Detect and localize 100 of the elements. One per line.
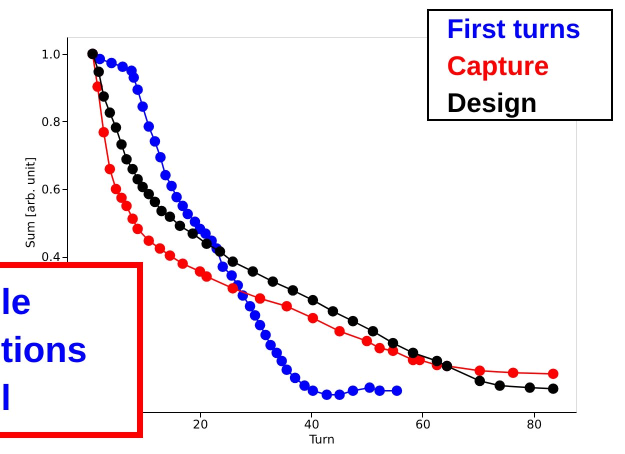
point — [548, 368, 558, 380]
point — [174, 220, 186, 232]
point — [348, 316, 358, 326]
point — [374, 342, 385, 354]
point — [368, 326, 378, 336]
point — [98, 91, 109, 102]
y-tick-label: 1.0 — [41, 47, 60, 62]
point — [150, 196, 160, 208]
point — [127, 214, 138, 224]
point — [93, 66, 104, 78]
point — [250, 310, 260, 321]
point — [106, 58, 117, 68]
point — [214, 246, 226, 257]
point — [110, 122, 122, 133]
text: First turns — [447, 14, 581, 44]
point — [187, 228, 198, 239]
point — [200, 228, 211, 239]
point — [432, 356, 442, 366]
point — [182, 208, 193, 220]
y-tick-label: 0.4 — [41, 250, 60, 264]
point — [177, 258, 188, 269]
point — [132, 224, 143, 234]
point — [160, 170, 171, 180]
point — [474, 376, 486, 386]
x-tick-label: 40 — [304, 418, 320, 432]
point — [144, 121, 154, 132]
point — [228, 283, 238, 294]
point — [524, 382, 536, 393]
point — [374, 385, 385, 396]
point — [104, 164, 116, 174]
point — [290, 372, 300, 384]
point — [171, 192, 182, 202]
point — [155, 152, 166, 163]
x-tick-label: 80 — [526, 418, 542, 432]
point — [244, 301, 256, 312]
x-tick-label: 60 — [415, 418, 431, 432]
point — [164, 250, 176, 261]
point — [308, 294, 318, 306]
y-tick-label: 0.6 — [41, 182, 60, 197]
x-tick-label: 20 — [192, 418, 208, 432]
point — [474, 366, 486, 376]
point — [201, 271, 212, 282]
point — [150, 136, 160, 147]
point — [299, 380, 310, 391]
point — [548, 383, 558, 394]
point — [104, 107, 116, 118]
point — [121, 154, 132, 165]
y-axis-title: Sum [arb. unit] — [23, 157, 38, 248]
point — [154, 243, 166, 254]
point — [116, 192, 127, 204]
point — [494, 380, 506, 391]
point — [308, 385, 318, 396]
point — [308, 312, 318, 324]
point — [98, 127, 109, 138]
point — [201, 238, 212, 249]
text: le — [1, 281, 32, 322]
point — [177, 200, 188, 212]
point — [334, 326, 345, 336]
point — [260, 330, 271, 340]
point — [334, 390, 345, 400]
text: l — [1, 377, 12, 418]
annotation: tions — [1, 329, 87, 370]
point — [121, 200, 132, 212]
text: Capture — [447, 51, 550, 81]
point — [166, 180, 177, 192]
point — [265, 340, 276, 350]
point — [388, 338, 398, 348]
point — [116, 139, 127, 150]
y-tick-label: 0.8 — [41, 114, 60, 129]
point — [254, 320, 266, 330]
point — [248, 266, 258, 277]
point — [281, 364, 292, 376]
point — [348, 385, 358, 396]
point — [392, 385, 402, 396]
point — [408, 348, 418, 358]
point — [190, 216, 200, 228]
point — [281, 301, 292, 312]
point — [132, 174, 143, 184]
point — [228, 256, 238, 267]
point — [254, 293, 266, 304]
point — [156, 206, 167, 216]
point — [117, 61, 128, 72]
point — [276, 356, 287, 366]
point — [328, 306, 338, 317]
text: Design — [447, 88, 538, 118]
point — [322, 390, 332, 400]
point — [218, 261, 228, 272]
point — [164, 211, 176, 222]
point — [137, 182, 148, 192]
point — [132, 84, 143, 95]
point — [268, 276, 278, 287]
point — [508, 368, 518, 378]
point — [110, 184, 122, 194]
point — [128, 72, 139, 83]
point — [144, 188, 154, 200]
point — [364, 382, 375, 393]
point — [288, 285, 298, 296]
point — [137, 101, 148, 112]
x-axis-title: Turn — [308, 432, 335, 446]
point — [271, 348, 282, 358]
